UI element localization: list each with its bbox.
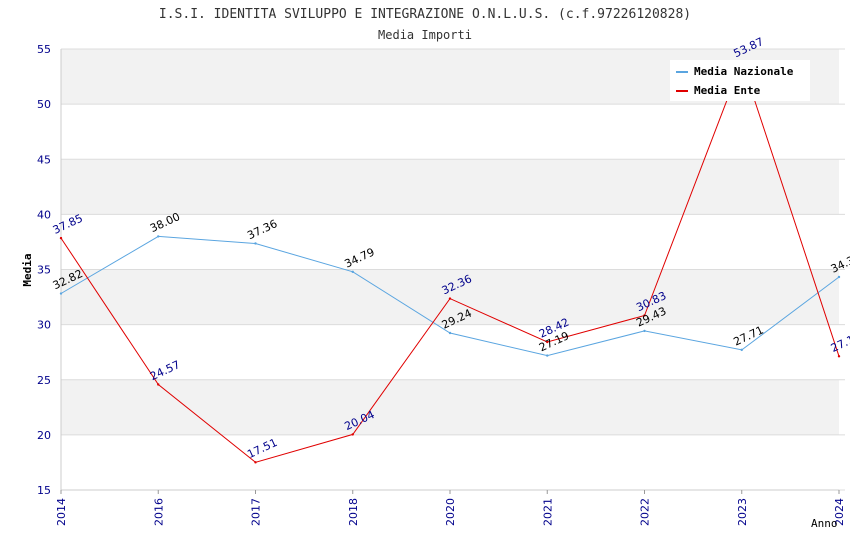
band-40 [61,159,839,215]
legend-label: Media Ente [694,84,761,97]
data-point [59,236,63,240]
x-tick-labels: 2014 2016 2017 2018 2020 2021 2022 2023 2024 [55,498,846,526]
data-point [157,383,160,386]
band-35 [61,214,839,270]
y-tick-label: 45 [37,153,51,166]
legend-box [670,60,810,101]
data-point [59,292,63,295]
y-tick-label: 20 [37,429,51,442]
data-point [643,314,646,317]
y-tick-label: 35 [37,264,51,277]
data-point [448,297,452,300]
data-point [837,275,841,279]
chart-subtitle: Media Importi [378,28,472,42]
y-tick-labels: 15 20 25 30 35 40 45 50 55 [37,43,51,497]
background-bands [61,49,839,490]
chart-title: I.S.I. IDENTITA SVILUPPO E INTEGRAZIONE … [159,7,691,22]
x-tick-label: 2022 [639,498,652,526]
y-axis-title: Media [21,253,34,286]
data-point [254,242,257,245]
y-tick-label: 15 [37,484,51,497]
x-axis-title: Anno [811,517,838,530]
data-point [643,329,646,333]
band-15 [61,434,839,490]
x-tick-label: 2018 [347,498,360,526]
data-point [546,340,549,344]
band-20 [61,379,839,435]
data-point [740,348,743,352]
band-30 [61,269,839,325]
axes [60,49,840,494]
y-tick-label: 30 [37,319,51,332]
y-tick-label: 50 [37,98,51,111]
x-tick-label: 2017 [250,498,263,526]
x-tick-label: 2021 [541,498,554,526]
y-tick-label: 55 [37,43,51,56]
x-tick-label: 2014 [55,498,68,526]
data-point [448,331,452,335]
y-tick-label: 40 [37,208,51,221]
x-tick-label: 2016 [152,498,165,526]
y-tick-label: 25 [37,374,51,387]
data-point [157,235,160,238]
x-tick-label: 2024 [833,498,846,526]
x-tick-label: 2023 [736,498,749,526]
data-point [351,433,354,436]
x-tick-label: 2020 [444,498,457,526]
data-point [254,461,257,464]
data-point [837,355,841,358]
band-45 [61,104,839,160]
data-point [351,270,354,274]
legend: Media Nazionale Media Ente [670,60,810,101]
data-point [546,354,549,357]
legend-label: Media Nazionale [694,65,794,78]
